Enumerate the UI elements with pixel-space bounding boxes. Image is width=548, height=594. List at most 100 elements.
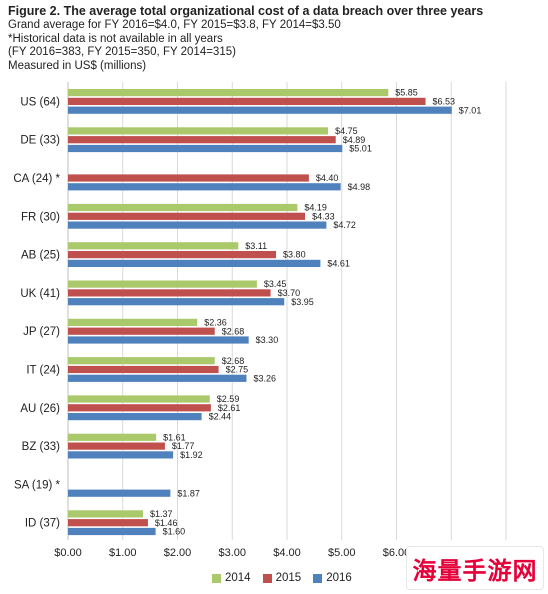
data-label-2015: $6.53 xyxy=(433,97,456,107)
bar-2016 xyxy=(68,183,341,191)
data-label-2016: $4.61 xyxy=(327,259,350,269)
bar-2014 xyxy=(68,203,298,212)
data-label-2016: $1.92 xyxy=(180,450,203,460)
category-label: UK (41) xyxy=(20,288,60,300)
category-label: US (64) xyxy=(20,96,60,108)
x-tick-label: $5.00 xyxy=(328,547,356,559)
data-label-2015: $1.46 xyxy=(155,518,178,528)
data-label-2015: $2.75 xyxy=(226,365,249,375)
bar-2016 xyxy=(68,298,285,306)
x-tick-label: $2.00 xyxy=(164,547,192,559)
bar-2015 xyxy=(68,289,271,297)
category-label: BZ (33) xyxy=(22,441,61,453)
data-label-2015: $3.80 xyxy=(283,250,306,260)
subtitle-line-1: Grand average for FY 2016=$4.0, FY 2015=… xyxy=(8,19,341,31)
category-label: SA (19) * xyxy=(14,479,61,491)
subtitle-line-2: *Historical data is not available in all… xyxy=(8,32,223,45)
category-label: CA (24) * xyxy=(13,173,60,185)
bar-2015 xyxy=(68,97,426,105)
data-label-2014: $3.45 xyxy=(264,279,287,289)
bar-2016 xyxy=(68,144,343,153)
bar-2016 xyxy=(68,374,247,382)
legend-label-2015: 2015 xyxy=(275,572,302,584)
bar-2016 xyxy=(68,221,327,229)
data-label-2016: $7.01 xyxy=(459,105,482,115)
bar-2016 xyxy=(68,336,249,344)
data-label-2016: $5.01 xyxy=(349,144,372,154)
legend-item-2014: 2014 xyxy=(212,572,251,584)
bar-2014 xyxy=(68,127,329,135)
data-label-2016: $4.72 xyxy=(333,220,356,230)
data-label-2014: $1.61 xyxy=(163,432,186,442)
bar-2014 xyxy=(68,280,257,288)
bar-2015 xyxy=(68,136,336,144)
data-label-2014: $4.75 xyxy=(335,126,358,136)
bar-2015 xyxy=(68,212,306,220)
data-label-2016: $3.30 xyxy=(256,335,279,345)
data-label-2015: $4.40 xyxy=(316,173,339,183)
legend-item-2015: 2015 xyxy=(262,572,302,584)
legend: 2014 2015 2016 xyxy=(212,572,364,584)
x-tick-label: $1.00 xyxy=(109,547,137,559)
bar-2016 xyxy=(68,106,452,114)
x-tick-label: $0.00 xyxy=(54,547,82,559)
data-label-2014: $2.68 xyxy=(222,356,245,366)
legend-label-2016: 2016 xyxy=(326,572,352,584)
bar-2015 xyxy=(68,327,215,335)
data-label-2015: $4.33 xyxy=(312,211,335,221)
bar-2016 xyxy=(68,413,202,421)
x-tick-label: $6.00 xyxy=(383,547,411,559)
watermark-logo: 海量手游网 xyxy=(406,546,544,590)
data-label-2016: $3.26 xyxy=(253,373,276,383)
data-label-2015: $4.89 xyxy=(343,135,366,145)
data-label-2014: $2.59 xyxy=(217,394,240,404)
bar-2014 xyxy=(68,318,198,326)
data-label-2014: $4.19 xyxy=(304,203,327,213)
bar-2015 xyxy=(68,365,219,374)
bar-2014 xyxy=(68,433,157,441)
bar-2014 xyxy=(68,89,389,97)
bar-2015 xyxy=(68,404,211,412)
data-label-2016: $4.98 xyxy=(348,182,371,192)
chart-title: Figure 2. The average total organization… xyxy=(8,4,484,18)
bar-2016 xyxy=(68,527,156,536)
data-label-2015: $3.70 xyxy=(278,288,301,298)
data-label-2014: $3.11 xyxy=(245,241,267,251)
data-label-2014: $2.36 xyxy=(204,318,227,328)
legend-swatch-2015 xyxy=(262,573,272,583)
x-tick-label: $4.00 xyxy=(273,547,301,559)
data-label-2016: $1.60 xyxy=(163,527,186,537)
legend-label-2014: 2014 xyxy=(225,572,251,584)
category-label: AB (25) xyxy=(21,250,60,262)
category-label: FR (30) xyxy=(21,211,60,223)
data-label-2015: $1.77 xyxy=(172,441,195,451)
data-label-2016: $3.95 xyxy=(291,297,314,307)
category-label: ID (37) xyxy=(25,518,60,530)
bar-2016 xyxy=(68,489,171,497)
bar-2015 xyxy=(68,251,277,259)
data-label-2016: $2.44 xyxy=(209,412,232,422)
data-label-2015: $2.61 xyxy=(218,403,241,413)
category-label: AU (26) xyxy=(20,403,60,415)
x-tick-label: $3.00 xyxy=(218,547,246,559)
data-label-2015: $2.68 xyxy=(222,326,245,336)
subtitle-line-3: (FY 2016=383, FY 2015=350, FY 2014=315) xyxy=(8,46,236,58)
category-label: IT (24) xyxy=(26,365,60,377)
chart-header: Figure 2. The average total organization… xyxy=(8,4,544,73)
category-label: JP (27) xyxy=(23,326,60,338)
bar-2014 xyxy=(68,395,210,403)
legend-item-2016: 2016 xyxy=(313,572,352,584)
bar-2014 xyxy=(68,357,215,365)
bar-2015 xyxy=(68,519,148,527)
category-label: DE (33) xyxy=(20,135,60,147)
bar-2015 xyxy=(68,174,309,182)
data-label-2016: $1.87 xyxy=(177,488,200,498)
data-label-2014: $1.37 xyxy=(150,509,173,519)
legend-swatch-2014 xyxy=(212,573,221,583)
bar-2016 xyxy=(68,259,321,267)
subtitle-line-4: Measured in US$ (millions) xyxy=(8,59,147,72)
data-label-2014: $5.85 xyxy=(395,88,418,98)
bar-2015 xyxy=(68,442,165,450)
bar-2016 xyxy=(68,451,174,459)
